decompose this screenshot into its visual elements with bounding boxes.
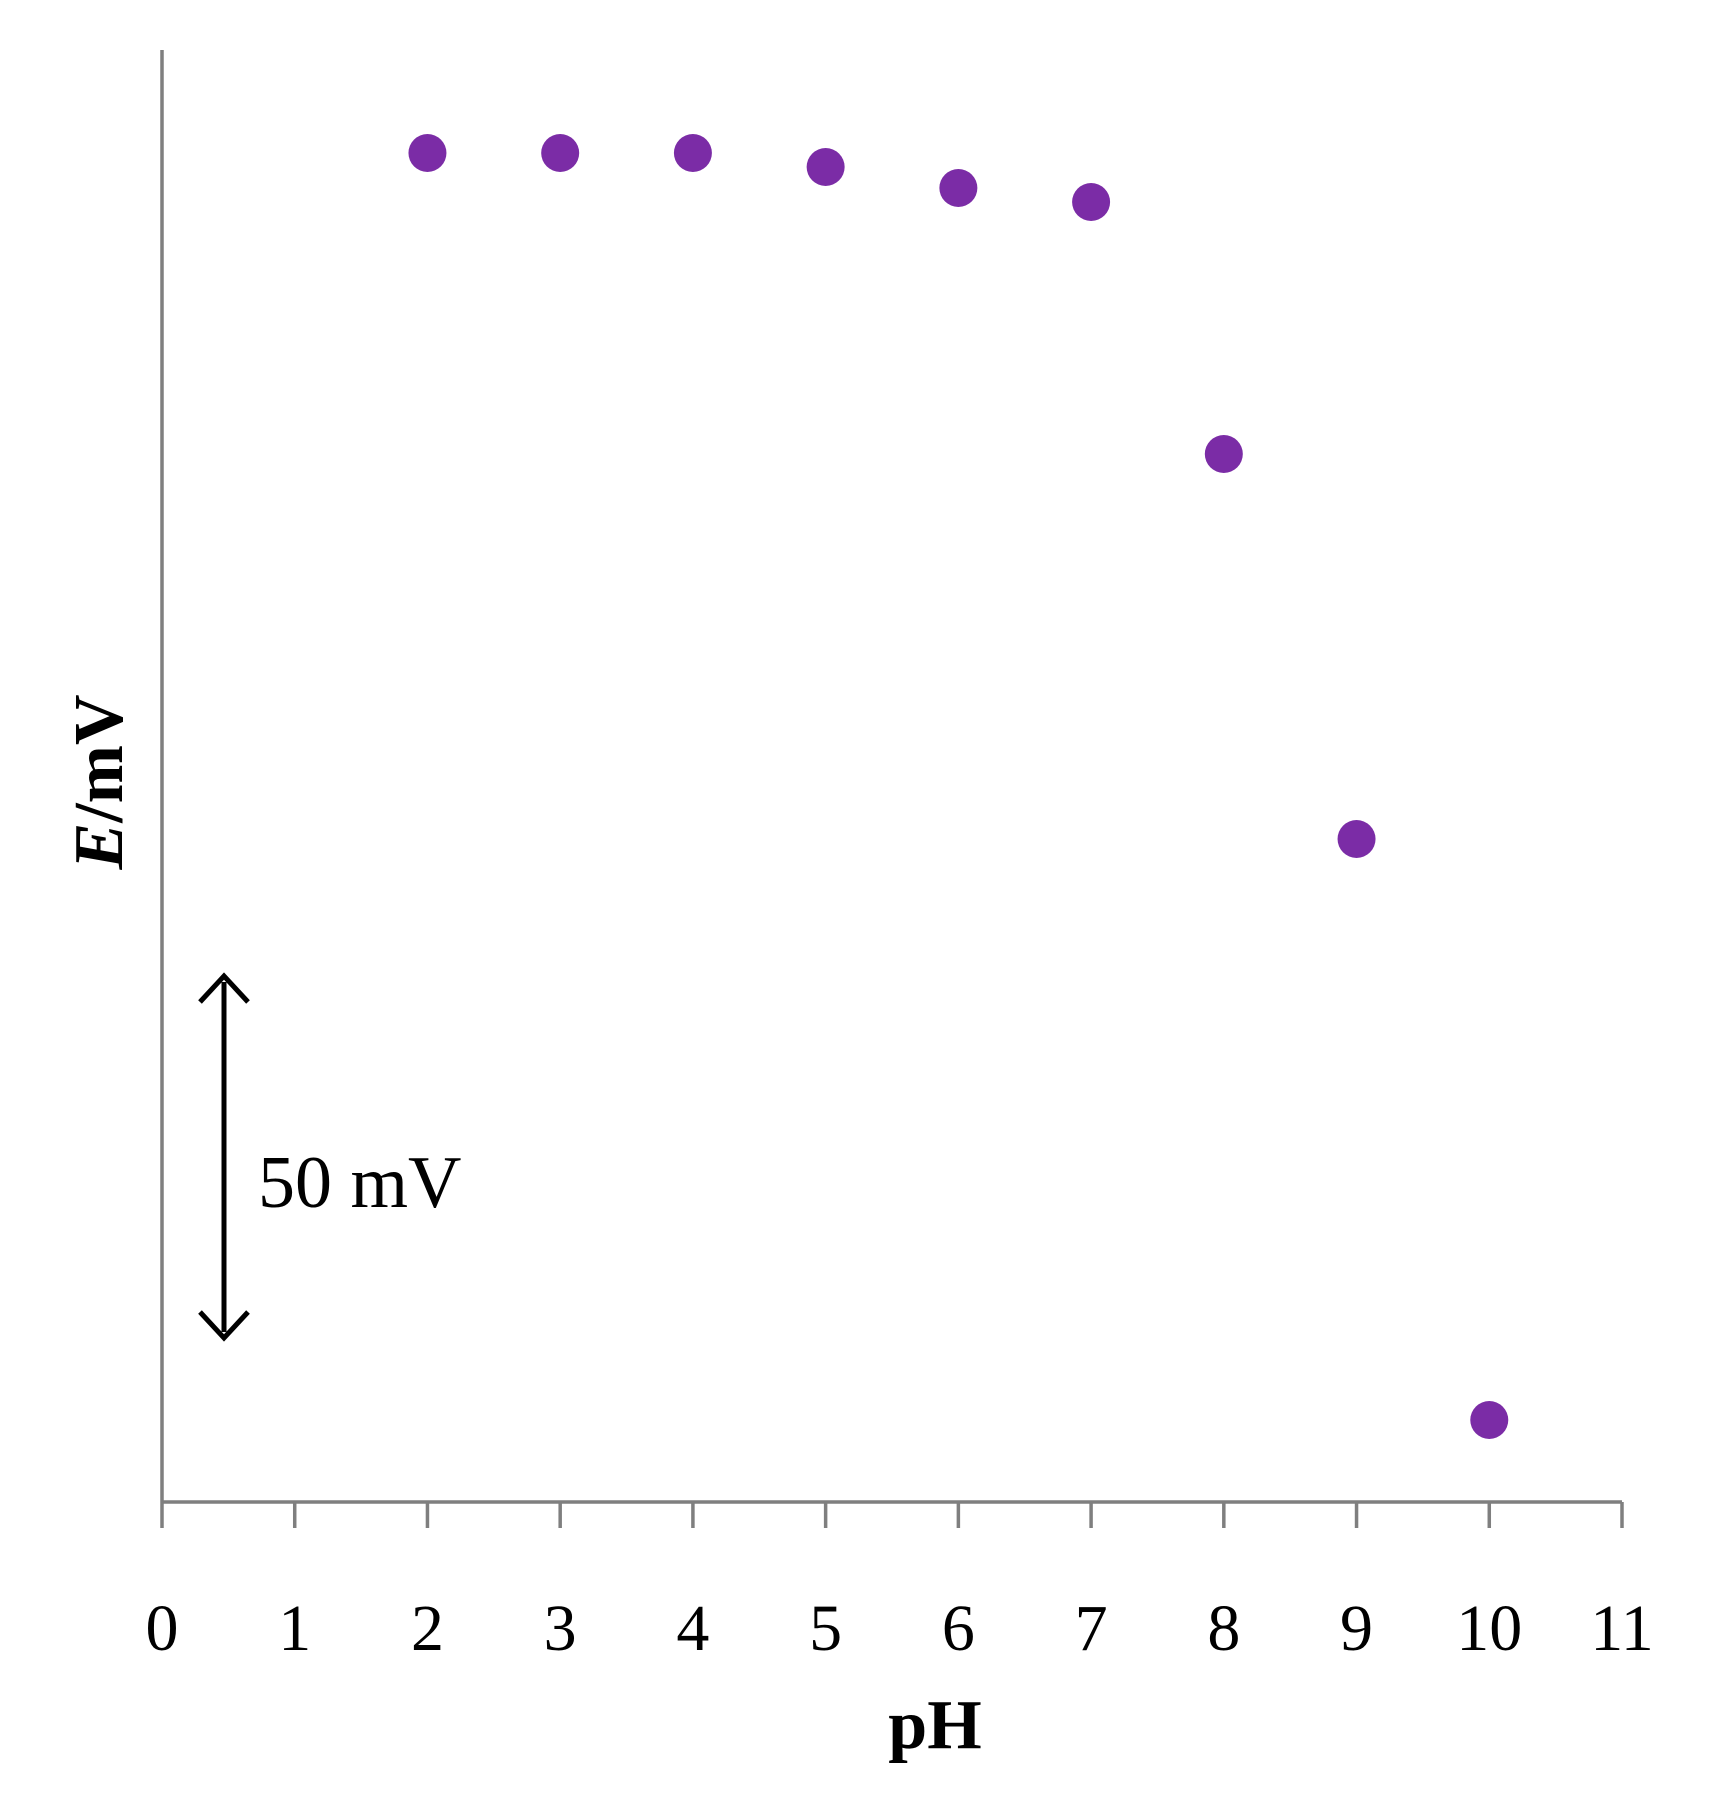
data-points [408,134,1509,1439]
axes [160,50,1622,1504]
x-tick-label-7: 7 [1075,1592,1108,1665]
x-axis-label: pH [888,1687,981,1764]
data-point [939,169,978,207]
scale-bar: 50 mV [198,972,462,1342]
scale-bar-arrowhead-top [198,972,250,1004]
data-point [1204,435,1243,473]
data-point [1337,820,1376,858]
y-axis-label-unit: /mV [61,694,138,823]
x-tick-label-2: 2 [411,1592,444,1665]
x-tick-labels: 0 1 2 3 4 5 6 7 8 9 10 11 [146,1592,1654,1665]
scale-bar-label: 50 mV [258,1142,462,1224]
x-tick-label-4: 4 [676,1592,709,1665]
x-tick-label-0: 0 [146,1592,179,1665]
x-tick-label-1: 1 [278,1592,311,1665]
x-tick-label-6: 6 [942,1592,975,1665]
x-tick-label-5: 5 [809,1592,842,1665]
y-axis-label: E/mV [61,694,138,870]
x-tick-label-8: 8 [1207,1592,1240,1665]
x-ticks [160,1502,1624,1528]
data-point [673,134,712,172]
data-point [541,134,580,172]
x-tick-label-3: 3 [544,1592,577,1665]
scale-bar-arrowhead-bottom [198,1310,250,1342]
data-point [1072,183,1111,221]
data-point [408,134,447,172]
x-tick-label-11: 11 [1590,1592,1654,1665]
x-tick-label-10: 10 [1456,1592,1522,1665]
data-point [1470,1401,1509,1439]
y-axis-label-symbol: E [61,823,138,871]
data-point [806,148,845,186]
x-tick-label-9: 9 [1340,1592,1373,1665]
